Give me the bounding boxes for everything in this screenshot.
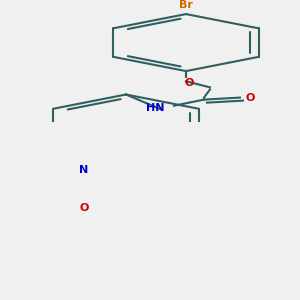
- Text: O: O: [184, 78, 194, 88]
- Text: HN: HN: [146, 103, 165, 113]
- Text: O: O: [246, 93, 255, 103]
- Text: O: O: [79, 203, 89, 214]
- Text: Br: Br: [179, 0, 193, 10]
- Text: N: N: [80, 165, 88, 175]
